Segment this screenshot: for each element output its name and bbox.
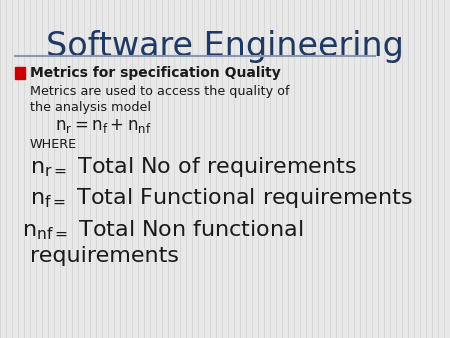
Text: Software Engineering: Software Engineering [46,30,404,63]
Text: WHERE: WHERE [30,138,77,150]
Text: $\mathregular{n_{nf=}}$ Total Non functional: $\mathregular{n_{nf=}}$ Total Non functi… [22,218,303,242]
Text: the analysis model: the analysis model [30,100,151,114]
Bar [15,67,25,79]
Text: $\mathregular{n_r=n_f+n_{nf}}$: $\mathregular{n_r=n_f+n_{nf}}$ [55,117,152,135]
Text: Metrics are used to access the quality of: Metrics are used to access the quality o… [30,86,289,98]
Text: Metrics for specification Quality: Metrics for specification Quality [30,66,281,80]
Text: $\mathregular{n_{r=}}$ Total No of requirements: $\mathregular{n_{r=}}$ Total No of requi… [30,155,357,179]
Text: requirements: requirements [30,246,179,266]
Text: $\mathregular{n_{f=}}$ Total Functional requirements: $\mathregular{n_{f=}}$ Total Functional … [30,186,413,210]
